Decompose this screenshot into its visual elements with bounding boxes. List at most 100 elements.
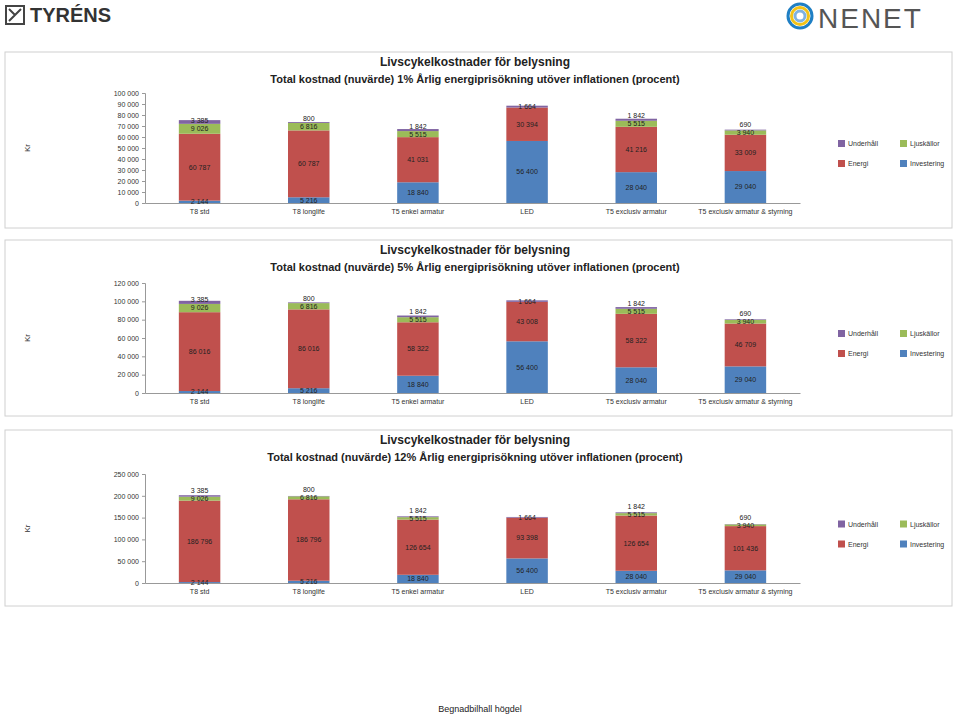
tick-mark [142, 93, 145, 94]
data-label: 5 216 [300, 578, 318, 585]
tick-label: T8 longlife [293, 398, 325, 406]
chart-subtitle: Total kostnad (nuvärde) 1% Årlig energip… [270, 73, 680, 85]
bar-segment [506, 141, 547, 203]
bar-segment [288, 123, 329, 130]
footer: Begnadbilhall högdel [438, 704, 522, 714]
axis-line [142, 94, 146, 204]
tick-mark [142, 137, 145, 138]
tick: 40 000 [118, 353, 145, 360]
tick: 0 [135, 200, 145, 207]
axis-title: Kr [23, 334, 32, 342]
x-axis: T8 stdT8 longlifeT5 enkel armaturLEDT5 e… [146, 204, 801, 216]
tick: T5 exclusiv armatur & styrning [698, 208, 792, 216]
tick-label: T8 longlife [293, 208, 325, 216]
bar-segment [616, 571, 657, 583]
data-label: 5 515 [409, 131, 427, 138]
bar-segment [616, 121, 657, 127]
data-label: 3 385 [191, 117, 209, 124]
bars [179, 106, 766, 203]
data-label: 6 816 [300, 494, 318, 501]
tick-label: T5 enkel armatur [391, 398, 445, 405]
tick: 120 000 [114, 280, 145, 287]
tick: LED [520, 398, 534, 405]
legend-label: Energi [848, 350, 869, 358]
data-label: 690 [740, 310, 752, 317]
bar-segment [725, 324, 766, 367]
tick-mark [142, 496, 145, 497]
data-labels: 2 144186 7969 0263 3855 216186 7966 8168… [187, 486, 758, 586]
data-label: 9 026 [191, 495, 209, 502]
tick-mark [142, 539, 145, 540]
data-label: 3 940 [737, 522, 755, 529]
tick-mark [142, 170, 145, 171]
data-label: 690 [740, 514, 752, 521]
legend: UnderhållLjuskällorEnergiInvestering [838, 521, 944, 549]
tick-label: LED [520, 398, 534, 405]
tick: T5 enkel armatur [391, 588, 445, 595]
data-label: 186 796 [296, 536, 321, 543]
logo-text: NENET [818, 3, 923, 34]
tick: T5 exclusiv armatur [606, 398, 668, 405]
legend-label: Energi [848, 160, 869, 168]
data-label: 41 216 [626, 146, 648, 153]
data-label: 29 040 [735, 376, 757, 383]
tick: 60 000 [118, 335, 145, 342]
tick-mark [142, 126, 145, 127]
tick: 80 000 [118, 112, 145, 119]
tick: T8 std [190, 208, 210, 215]
bar-segment [506, 558, 547, 583]
data-label: 2 144 [191, 579, 209, 586]
tick: 0 [135, 390, 145, 397]
data-label: 690 [740, 121, 752, 128]
legend-swatch [900, 521, 907, 528]
legend-swatch [838, 160, 845, 167]
tick-mark [142, 320, 145, 321]
chart-title: Livscykelkostnader för belysning [380, 433, 570, 447]
y-axis: 050 000100 000150 000200 000250 000 [114, 471, 146, 587]
data-label: 6 816 [300, 303, 318, 310]
tick-label: LED [520, 208, 534, 215]
tick-mark [142, 561, 145, 562]
tick: 80 000 [118, 316, 145, 323]
bar-segment [397, 575, 438, 583]
data-label: 28 040 [626, 184, 648, 191]
legend-swatch [838, 140, 845, 147]
data-label: 5 515 [409, 515, 427, 522]
data-label: 126 654 [405, 544, 430, 551]
tick-mark [142, 518, 145, 519]
bar-segment [506, 341, 547, 393]
tick: T8 std [190, 588, 210, 595]
tick: 100 000 [114, 90, 145, 97]
data-label: 33 009 [735, 149, 757, 156]
tick-label: 0 [135, 200, 139, 207]
legend-swatch [900, 160, 907, 167]
tick: LED [520, 588, 534, 595]
page: TYRÉNSNENETLivscykelkostnader för belysn… [0, 0, 960, 716]
logo-icon [795, 11, 805, 21]
bar-segment [616, 314, 657, 367]
bar-segment [288, 303, 329, 309]
data-label: 1 842 [627, 300, 645, 307]
tick-mark [142, 393, 145, 394]
legend-swatch [900, 330, 907, 337]
chart-panel: Livscykelkostnader för belysningTotal ko… [5, 430, 952, 606]
bar-segment [616, 367, 657, 393]
tick-label: 40 000 [118, 156, 140, 163]
data-label: 1 842 [627, 112, 645, 119]
legend-label: Investering [910, 350, 944, 358]
axis-line [146, 583, 801, 584]
bar-segment [506, 518, 547, 559]
data-label: 1 842 [627, 503, 645, 510]
logo-icon [792, 8, 809, 25]
data-label: 6 816 [300, 123, 318, 130]
tick-label: 200 000 [114, 493, 139, 500]
tick-label: 100 000 [114, 298, 139, 305]
tick: 150 000 [114, 514, 145, 521]
tick-label: 0 [135, 580, 139, 587]
tick-label: T5 exclusiv armatur [606, 588, 668, 595]
tick: 50 000 [118, 558, 145, 565]
y-axis: 020 00040 00060 00080 000100 000120 000 [114, 280, 146, 397]
data-label: 2 144 [191, 198, 209, 205]
bar-segment [288, 309, 329, 388]
legend-label: Underhåll [848, 521, 878, 528]
